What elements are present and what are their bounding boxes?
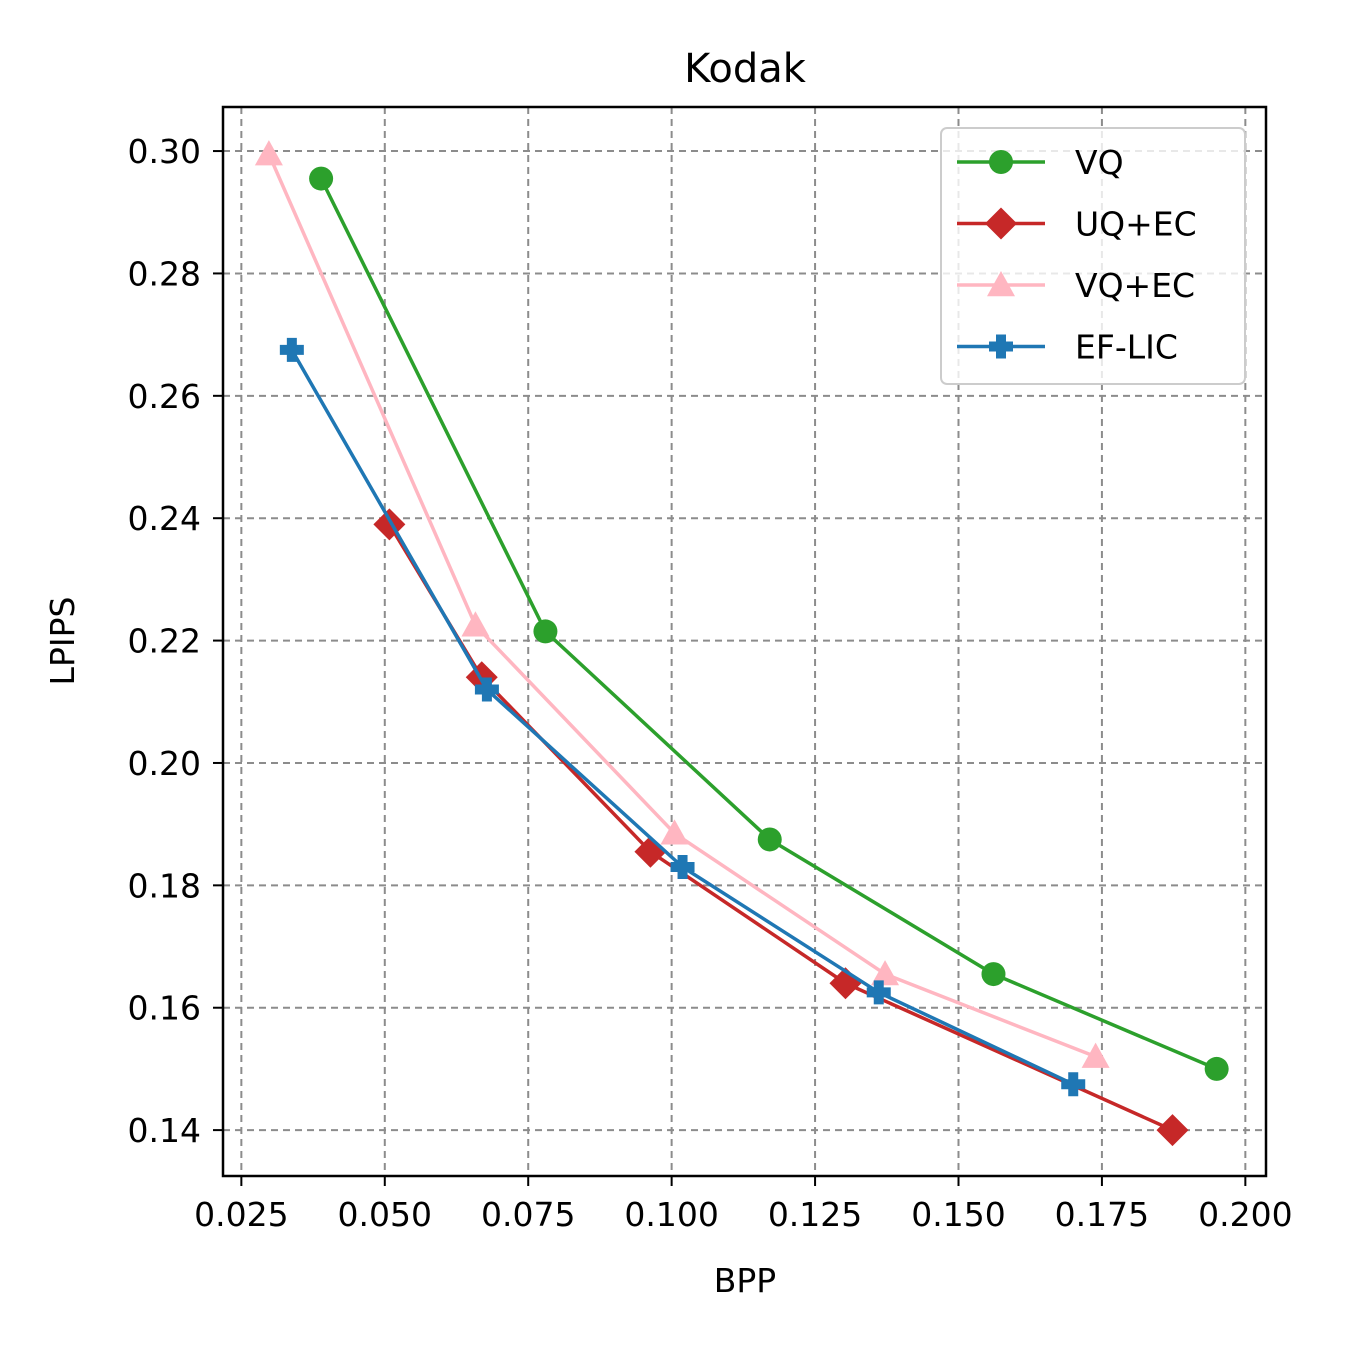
- x-tick-label: 0.025: [194, 1195, 288, 1234]
- legend-label: VQ: [1075, 143, 1124, 182]
- series-vq-ec: [254, 140, 1110, 1068]
- data-point: [461, 611, 490, 637]
- series-vq: [309, 166, 1229, 1081]
- data-point: [981, 962, 1006, 987]
- data-point: [660, 819, 689, 845]
- data-point: [757, 827, 782, 852]
- legend: VQ UQ+EC VQ+EC EF-LIC: [940, 127, 1246, 385]
- y-tick-label: 0.18: [128, 866, 201, 905]
- data-point: [1156, 1114, 1189, 1147]
- data-point: [1081, 1042, 1110, 1068]
- data-point: [866, 980, 891, 1005]
- y-axis-label: LPIPS: [43, 597, 82, 686]
- y-tick-label: 0.20: [128, 744, 201, 783]
- legend-label: EF-LIC: [1075, 328, 1178, 367]
- x-axis-label: BPP: [714, 1261, 776, 1300]
- legend-label: UQ+EC: [1075, 205, 1197, 244]
- legend-marker: [985, 207, 1017, 240]
- data-point: [309, 166, 334, 191]
- y-tick-label: 0.14: [128, 1111, 201, 1150]
- x-tick-label: 0.050: [338, 1195, 432, 1234]
- x-tick-label: 0.150: [911, 1195, 1005, 1234]
- x-tick-label: 0.100: [624, 1195, 718, 1234]
- data-point: [279, 337, 304, 362]
- x-tick-label: 0.175: [1055, 1195, 1149, 1234]
- legend-marker: [989, 150, 1013, 174]
- y-tick-label: 0.26: [128, 377, 201, 416]
- x-tick-label: 0.200: [1198, 1195, 1292, 1234]
- data-point: [1061, 1072, 1086, 1097]
- y-tick-label: 0.24: [128, 499, 201, 538]
- legend-marker: [987, 271, 1015, 297]
- legend-label: VQ+EC: [1075, 266, 1195, 305]
- x-tick-label: 0.125: [768, 1195, 862, 1234]
- legend-marker: [989, 334, 1013, 359]
- y-tick-label: 0.16: [128, 989, 201, 1028]
- y-tick-label: 0.28: [128, 254, 201, 293]
- data-point: [871, 960, 900, 986]
- y-tick-label: 0.30: [128, 132, 201, 171]
- data-point: [254, 140, 283, 166]
- data-point: [474, 677, 499, 702]
- data-point: [670, 854, 695, 879]
- chart-title: Kodak: [684, 46, 807, 92]
- data-point: [1204, 1056, 1229, 1081]
- series-ef-lic: [279, 337, 1086, 1097]
- legend-box: [940, 127, 1246, 385]
- data-point: [533, 619, 558, 644]
- x-tick-label: 0.075: [481, 1195, 575, 1234]
- y-tick-label: 0.22: [128, 622, 201, 661]
